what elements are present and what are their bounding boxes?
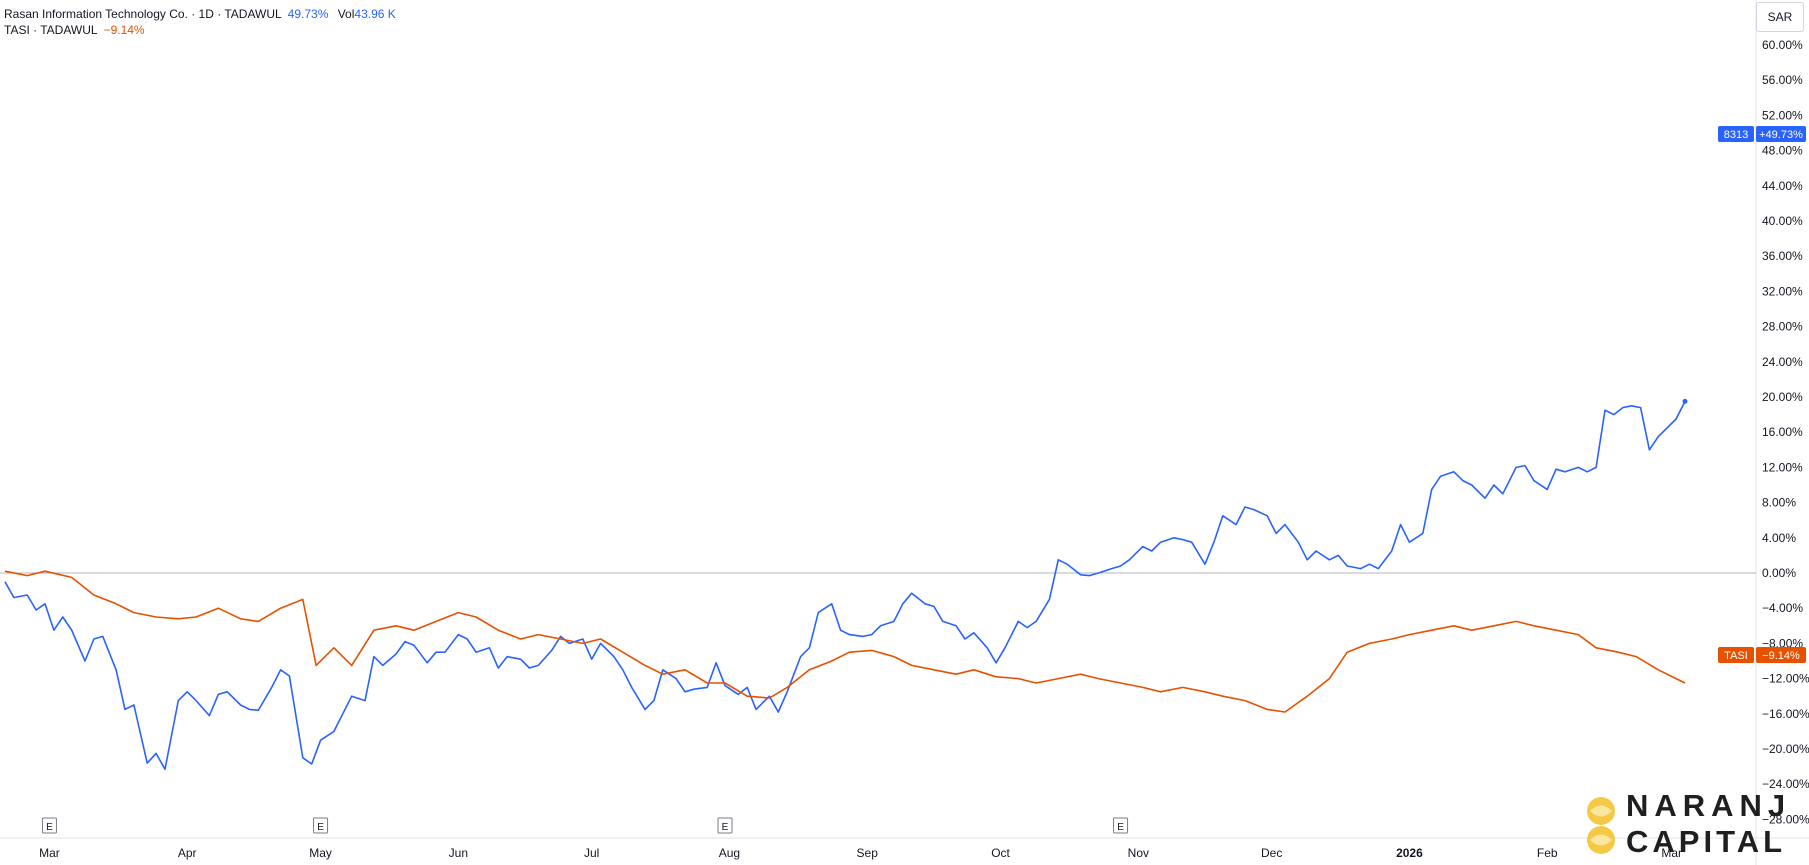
legend-symbol-name: Rasan Information Technology Co. · 1D · …: [4, 7, 282, 21]
series-line-8313: [5, 401, 1685, 769]
x-tick-label: Feb: [1537, 846, 1558, 860]
currency-selector[interactable]: SAR: [1756, 2, 1804, 32]
x-tick-label: May: [309, 846, 332, 860]
earnings-marker-label: E: [317, 822, 324, 833]
series-value-badge-label: −9.14%: [1762, 650, 1800, 662]
x-tick-label: Nov: [1128, 846, 1149, 860]
legend-compare-series[interactable]: TASI · TADAWUL −9.14%: [4, 22, 396, 38]
y-tick-label: 36.00%: [1762, 249, 1803, 263]
naranj-logo-icon: [1582, 794, 1620, 856]
x-tick-label: Mar: [39, 846, 60, 860]
y-tick-label: 32.00%: [1762, 284, 1803, 298]
y-tick-label: 28.00%: [1762, 320, 1803, 334]
y-tick-label: 16.00%: [1762, 425, 1803, 439]
earnings-marker-label: E: [46, 822, 53, 833]
x-tick-label: Sep: [857, 846, 879, 860]
y-tick-label: 8.00%: [1762, 496, 1796, 510]
series-line-tasi: [5, 571, 1685, 712]
series-name-badge-label: 8313: [1724, 129, 1748, 141]
legend-compare-name: TASI · TADAWUL: [4, 23, 98, 37]
x-tick-label: Dec: [1261, 846, 1282, 860]
logo-line1: NARANJ: [1626, 788, 1791, 824]
y-tick-label: 4.00%: [1762, 531, 1796, 545]
y-tick-label: −16.00%: [1762, 707, 1809, 721]
y-tick-label: 52.00%: [1762, 108, 1803, 122]
y-tick-label: 60.00%: [1762, 38, 1803, 52]
y-tick-label: 24.00%: [1762, 355, 1803, 369]
x-tick-label: Oct: [991, 846, 1010, 860]
legend-compare-change: −9.14%: [104, 23, 145, 37]
earnings-marker-label: E: [1117, 822, 1124, 833]
y-tick-label: 40.00%: [1762, 214, 1803, 228]
y-tick-label: 0.00%: [1762, 566, 1796, 580]
logo-line2: CAPITAL: [1626, 824, 1786, 860]
x-tick-label: Jun: [449, 846, 468, 860]
series-name-badge-label: TASI: [1724, 650, 1748, 662]
y-tick-label: 56.00%: [1762, 73, 1803, 87]
y-tick-label: −4.00%: [1762, 601, 1803, 615]
naranj-capital-logo: NARANJ CAPITAL: [1582, 790, 1804, 862]
chart-legend: Rasan Information Technology Co. · 1D · …: [4, 6, 396, 38]
y-tick-label: 48.00%: [1762, 144, 1803, 158]
earnings-marker-label: E: [722, 822, 729, 833]
legend-symbol-change: 49.73%: [288, 7, 329, 21]
x-tick-label: 2026: [1396, 846, 1423, 860]
series-value-badge-label: +49.73%: [1759, 129, 1803, 141]
x-tick-label: Apr: [178, 846, 197, 860]
y-tick-label: 12.00%: [1762, 460, 1803, 474]
x-tick-label: Aug: [719, 846, 740, 860]
legend-main-series[interactable]: Rasan Information Technology Co. · 1D · …: [4, 6, 396, 22]
y-tick-label: 20.00%: [1762, 390, 1803, 404]
x-tick-label: Jul: [584, 846, 599, 860]
last-point-dot: [1683, 399, 1688, 404]
legend-volume-value: 43.96 K: [354, 7, 395, 21]
legend-volume-label: Vol: [338, 7, 355, 21]
y-tick-label: 44.00%: [1762, 179, 1803, 193]
y-tick-label: −12.00%: [1762, 672, 1809, 686]
y-tick-label: −20.00%: [1762, 742, 1809, 756]
